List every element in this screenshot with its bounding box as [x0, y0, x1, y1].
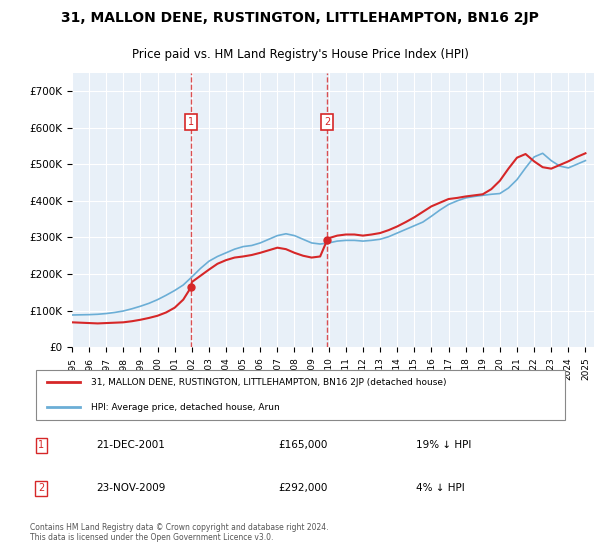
Text: Price paid vs. HM Land Registry's House Price Index (HPI): Price paid vs. HM Land Registry's House …	[131, 48, 469, 61]
Text: 23-NOV-2009: 23-NOV-2009	[96, 483, 166, 493]
Text: 2: 2	[38, 483, 44, 493]
Text: Contains HM Land Registry data © Crown copyright and database right 2024.
This d: Contains HM Land Registry data © Crown c…	[30, 523, 329, 543]
Text: 31, MALLON DENE, RUSTINGTON, LITTLEHAMPTON, BN16 2JP: 31, MALLON DENE, RUSTINGTON, LITTLEHAMPT…	[61, 11, 539, 25]
Text: £292,000: £292,000	[278, 483, 328, 493]
Text: 19% ↓ HPI: 19% ↓ HPI	[416, 440, 472, 450]
Text: £165,000: £165,000	[278, 440, 328, 450]
Text: 2: 2	[324, 117, 330, 127]
Text: 4% ↓ HPI: 4% ↓ HPI	[416, 483, 465, 493]
Text: 1: 1	[188, 117, 194, 127]
FancyBboxPatch shape	[35, 370, 565, 420]
Text: 21-DEC-2001: 21-DEC-2001	[96, 440, 165, 450]
Text: HPI: Average price, detached house, Arun: HPI: Average price, detached house, Arun	[91, 403, 280, 412]
Text: 1: 1	[38, 440, 44, 450]
Text: 31, MALLON DENE, RUSTINGTON, LITTLEHAMPTON, BN16 2JP (detached house): 31, MALLON DENE, RUSTINGTON, LITTLEHAMPT…	[91, 378, 446, 387]
